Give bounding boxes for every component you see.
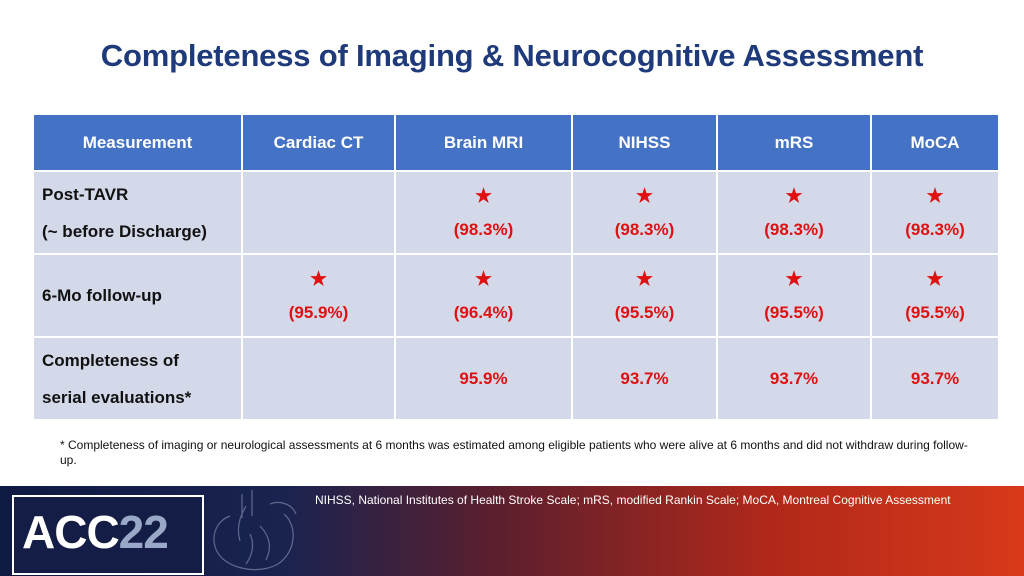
cell-value: (98.3%) (905, 219, 965, 239)
cell-value: (95.9%) (288, 302, 349, 322)
table-cell: ★ (98.3%) (394, 170, 573, 255)
table-cell: ★ (98.3%) (716, 170, 872, 255)
logo-prefix: ACC (22, 506, 120, 558)
row-label-line2: (~ before Discharge) (42, 221, 207, 241)
star-icon: ★ (635, 268, 654, 290)
star-icon: ★ (635, 185, 654, 207)
star-icon: ★ (785, 185, 803, 207)
header-brain-mri: Brain MRI (394, 113, 573, 172)
row-label: 6-Mo follow-up (32, 253, 243, 338)
row-label-line1: 6-Mo follow-up (42, 286, 162, 305)
acc22-logo (12, 495, 204, 575)
table-row: Post-TAVR (~ before Discharge) ★ (98.3%) ★ (9… (32, 170, 1000, 255)
star-icon: ★ (474, 185, 493, 207)
logo-suffix: 22 (118, 506, 169, 558)
table-cell: ★ (98.3%) (571, 170, 718, 255)
abbreviations-note: NIHSS, National Institutes of Health Str… (315, 493, 951, 507)
table-cell: ★ (96.4%) (394, 253, 573, 338)
table-cell: 93.7% (870, 336, 1000, 421)
acc22-logo-text: ACC22 (22, 505, 169, 559)
footnote: * Completeness of imaging or neurologica… (60, 438, 968, 467)
row-label-line1: Post-TAVR (42, 184, 129, 204)
header-moca: MoCA (870, 113, 1000, 172)
table-cell: 93.7% (716, 336, 872, 421)
table-cell: ★ (95.5%) (571, 253, 718, 338)
cell-value: (98.3%) (614, 219, 675, 239)
cell-value: 95.9% (459, 368, 508, 388)
row-label-line2: serial evaluations* (42, 387, 192, 407)
table-cell: ★ (95.5%) (870, 253, 1000, 338)
star-icon: ★ (926, 185, 944, 207)
cell-value: (95.5%) (764, 302, 824, 322)
cell-value: (98.3%) (764, 219, 824, 239)
cell-value: 93.7% (910, 368, 960, 388)
cell-value: (98.3%) (453, 219, 514, 239)
table-cell: ★ (95.5%) (716, 253, 872, 338)
header-row: Measurement Cardiac CT Brain MRI NIHSS m… (32, 113, 1000, 172)
header-nihss: NIHSS (571, 113, 718, 172)
table-cell: ★ (95.9%) (241, 253, 396, 338)
cell-value: (95.5%) (614, 302, 675, 322)
table-cell: 95.9% (394, 336, 573, 421)
star-icon: ★ (785, 268, 803, 290)
row-label: Completeness of serial evaluations* (32, 336, 243, 421)
header-cardiac-ct: Cardiac CT (241, 113, 396, 172)
cell-value: 93.7% (769, 368, 819, 388)
table-cell: 93.7% (571, 336, 718, 421)
header-measurement: Measurement (32, 113, 243, 172)
star-icon: ★ (926, 268, 944, 290)
assessment-table: Measurement Cardiac CT Brain MRI NIHSS m… (32, 113, 1000, 421)
cell-value: (95.5%) (905, 302, 965, 322)
star-icon: ★ (309, 268, 328, 290)
page-title: Completeness of Imaging & Neurocognitive… (100, 38, 924, 73)
table-cell (241, 170, 396, 255)
header-mrs: mRS (716, 113, 872, 172)
row-label: Post-TAVR (~ before Discharge) (32, 170, 243, 255)
row-label-line1: Completeness of (42, 350, 179, 370)
table-cell (241, 336, 396, 421)
table-row: 6-Mo follow-up ★ (95.9%) ★ (96.4%) ★ (95.5%) ★ (… (32, 253, 1000, 338)
heart-outline-icon (213, 490, 297, 571)
cell-value: 93.7% (620, 368, 669, 388)
cell-value: (96.4%) (453, 302, 514, 322)
table-cell: ★ (98.3%) (870, 170, 1000, 255)
table-row: Completeness of serial evaluations* 95.9% 9… (32, 336, 1000, 421)
star-icon: ★ (474, 268, 493, 290)
